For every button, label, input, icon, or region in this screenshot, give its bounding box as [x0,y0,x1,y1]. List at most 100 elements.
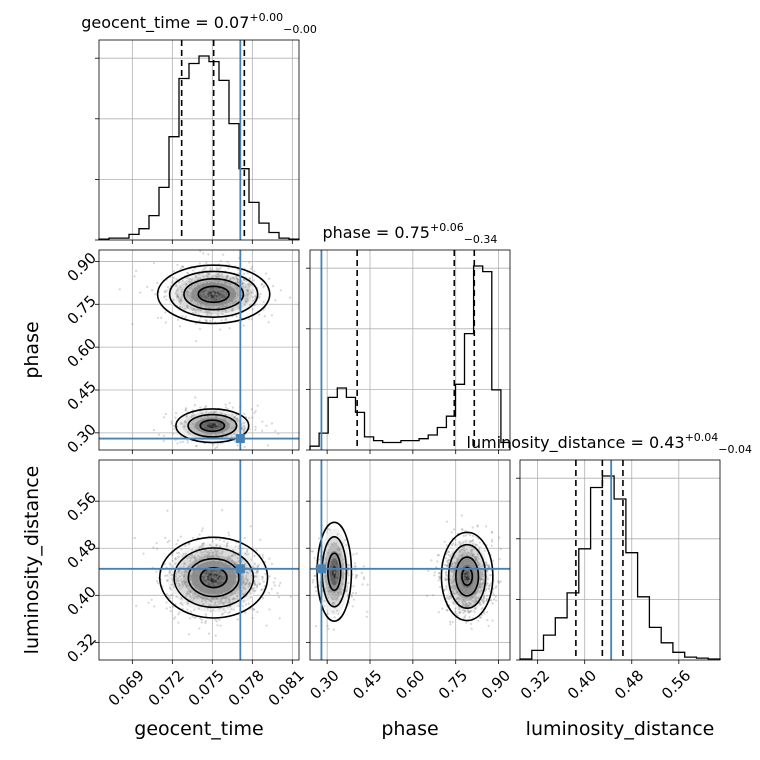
sample-point-luminosity_distance-vs-geocent_time [209,580,212,584]
sample-point-luminosity_distance-vs-geocent_time [222,602,225,605]
sample-point-luminosity_distance-vs-phase [480,574,484,578]
sample-point-luminosity_distance-vs-geocent_time [201,585,204,588]
sample-point-luminosity_distance-vs-geocent_time [180,597,183,601]
sample-point-luminosity_distance-vs-phase [341,564,344,567]
sample-point-phase-vs-geocent_time [203,268,206,271]
sample-point-luminosity_distance-vs-geocent_time [204,577,207,580]
sample-point-luminosity_distance-vs-geocent_time [185,585,188,588]
x-tick-label-luminosity_distance-0: 0.32 [517,666,553,702]
sample-point-luminosity_distance-vs-geocent_time [168,571,171,574]
sample-point-luminosity_distance-vs-phase [459,579,462,582]
sample-point-phase-vs-geocent_time [194,311,197,314]
sample-point-luminosity_distance-vs-phase [464,540,467,543]
sample-point-luminosity_distance-vs-phase [474,582,477,585]
sample-point-luminosity_distance-vs-phase [447,553,450,557]
sample-point-phase-vs-geocent_time [221,313,224,316]
sample-point-luminosity_distance-vs-geocent_time [211,540,214,543]
sample-point-phase-vs-geocent_time [216,280,219,283]
sample-point-phase-vs-geocent_time [262,308,265,312]
sample-point-phase-vs-geocent_time [211,288,214,291]
sample-point-luminosity_distance-vs-phase [341,574,344,577]
sample-point-luminosity_distance-vs-phase [462,560,465,563]
sample-point-luminosity_distance-vs-phase [455,562,458,565]
sample-point-luminosity_distance-vs-phase [328,569,331,572]
sample-point-luminosity_distance-vs-phase [476,555,479,558]
sample-point-luminosity_distance-vs-phase [458,583,461,586]
sample-point-luminosity_distance-vs-phase [325,561,328,564]
sample-point-luminosity_distance-vs-phase [451,581,454,585]
sample-point-luminosity_distance-vs-geocent_time [214,577,217,581]
sample-point-phase-vs-geocent_time [215,428,218,431]
sample-point-luminosity_distance-vs-phase [492,593,495,596]
sample-point-phase-vs-geocent_time [216,288,219,291]
sample-point-luminosity_distance-vs-geocent_time [195,580,198,583]
sample-point-luminosity_distance-vs-phase [452,585,456,588]
sample-point-luminosity_distance-vs-phase [488,574,491,577]
sample-point-luminosity_distance-vs-geocent_time [189,589,192,593]
sample-point-phase-vs-geocent_time [205,281,209,284]
sample-point-luminosity_distance-vs-geocent_time [193,616,196,620]
sample-point-luminosity_distance-vs-geocent_time [216,555,219,558]
sample-point-luminosity_distance-vs-geocent_time [207,592,210,596]
sample-point-luminosity_distance-vs-geocent_time [265,624,268,627]
sample-point-luminosity_distance-vs-phase [456,591,459,594]
sample-point-luminosity_distance-vs-phase [473,586,476,589]
sample-point-luminosity_distance-vs-phase [333,571,336,575]
sample-point-luminosity_distance-vs-geocent_time [179,587,182,591]
sample-point-luminosity_distance-vs-geocent_time [163,563,166,566]
sample-point-phase-vs-geocent_time [211,417,214,420]
sample-point-luminosity_distance-vs-geocent_time [202,565,205,568]
sample-point-phase-vs-geocent_time [229,297,232,300]
sample-point-phase-vs-geocent_time [186,276,189,280]
sample-point-phase-vs-geocent_time [193,426,196,429]
sample-point-luminosity_distance-vs-phase [338,588,341,591]
sample-point-luminosity_distance-vs-phase [351,605,354,608]
sample-point-luminosity_distance-vs-geocent_time [261,554,264,557]
sample-point-luminosity_distance-vs-geocent_time [218,607,221,610]
sample-point-luminosity_distance-vs-phase [450,569,453,573]
sample-point-luminosity_distance-vs-geocent_time [202,542,205,545]
sample-point-phase-vs-geocent_time [191,308,194,311]
sample-point-phase-vs-geocent_time [220,304,224,307]
sample-point-luminosity_distance-vs-phase [479,582,482,585]
sample-point-luminosity_distance-vs-geocent_time [231,582,234,585]
sample-point-luminosity_distance-vs-phase [451,584,454,588]
sample-point-phase-vs-geocent_time [230,308,233,312]
sample-point-phase-vs-geocent_time [206,313,210,316]
sample-point-phase-vs-geocent_time [205,292,208,295]
sample-point-phase-vs-geocent_time [190,284,193,287]
sample-point-luminosity_distance-vs-geocent_time [222,596,225,599]
sample-point-luminosity_distance-vs-phase [469,574,472,577]
sample-point-phase-vs-geocent_time [190,300,193,303]
sample-point-luminosity_distance-vs-phase [365,615,368,618]
sample-point-luminosity_distance-vs-geocent_time [213,564,216,567]
sample-point-phase-vs-geocent_time [174,292,177,295]
sample-point-luminosity_distance-vs-phase [463,571,466,574]
sample-point-phase-vs-geocent_time [231,300,234,303]
sample-point-luminosity_distance-vs-geocent_time [226,541,229,544]
sample-point-luminosity_distance-vs-phase [346,571,349,575]
sample-point-luminosity_distance-vs-phase [460,514,463,517]
sample-point-luminosity_distance-vs-phase [456,590,459,594]
sample-point-phase-vs-geocent_time [225,305,228,308]
sample-point-luminosity_distance-vs-geocent_time [268,575,271,578]
sample-point-phase-vs-geocent_time [232,301,235,305]
sample-point-luminosity_distance-vs-geocent_time [186,590,189,593]
sample-point-phase-vs-geocent_time [186,293,189,296]
sample-point-luminosity_distance-vs-phase [463,589,466,592]
sample-point-luminosity_distance-vs-geocent_time [211,588,214,591]
sample-point-phase-vs-geocent_time [207,253,210,256]
y-axis-label-phase: phase [21,321,43,378]
sample-point-phase-vs-geocent_time [242,421,245,425]
sample-point-luminosity_distance-vs-geocent_time [190,553,193,557]
sample-point-luminosity_distance-vs-phase [481,573,484,576]
sample-point-luminosity_distance-vs-phase [457,559,460,562]
sample-point-luminosity_distance-vs-geocent_time [230,608,233,611]
sample-point-luminosity_distance-vs-geocent_time [207,550,210,553]
sample-point-phase-vs-geocent_time [219,279,222,282]
sample-point-luminosity_distance-vs-phase [478,562,481,565]
sample-point-luminosity_distance-vs-phase [482,582,485,585]
sample-point-phase-vs-geocent_time [225,304,228,307]
sample-point-luminosity_distance-vs-phase [452,542,455,545]
sample-point-luminosity_distance-vs-geocent_time [155,542,158,545]
